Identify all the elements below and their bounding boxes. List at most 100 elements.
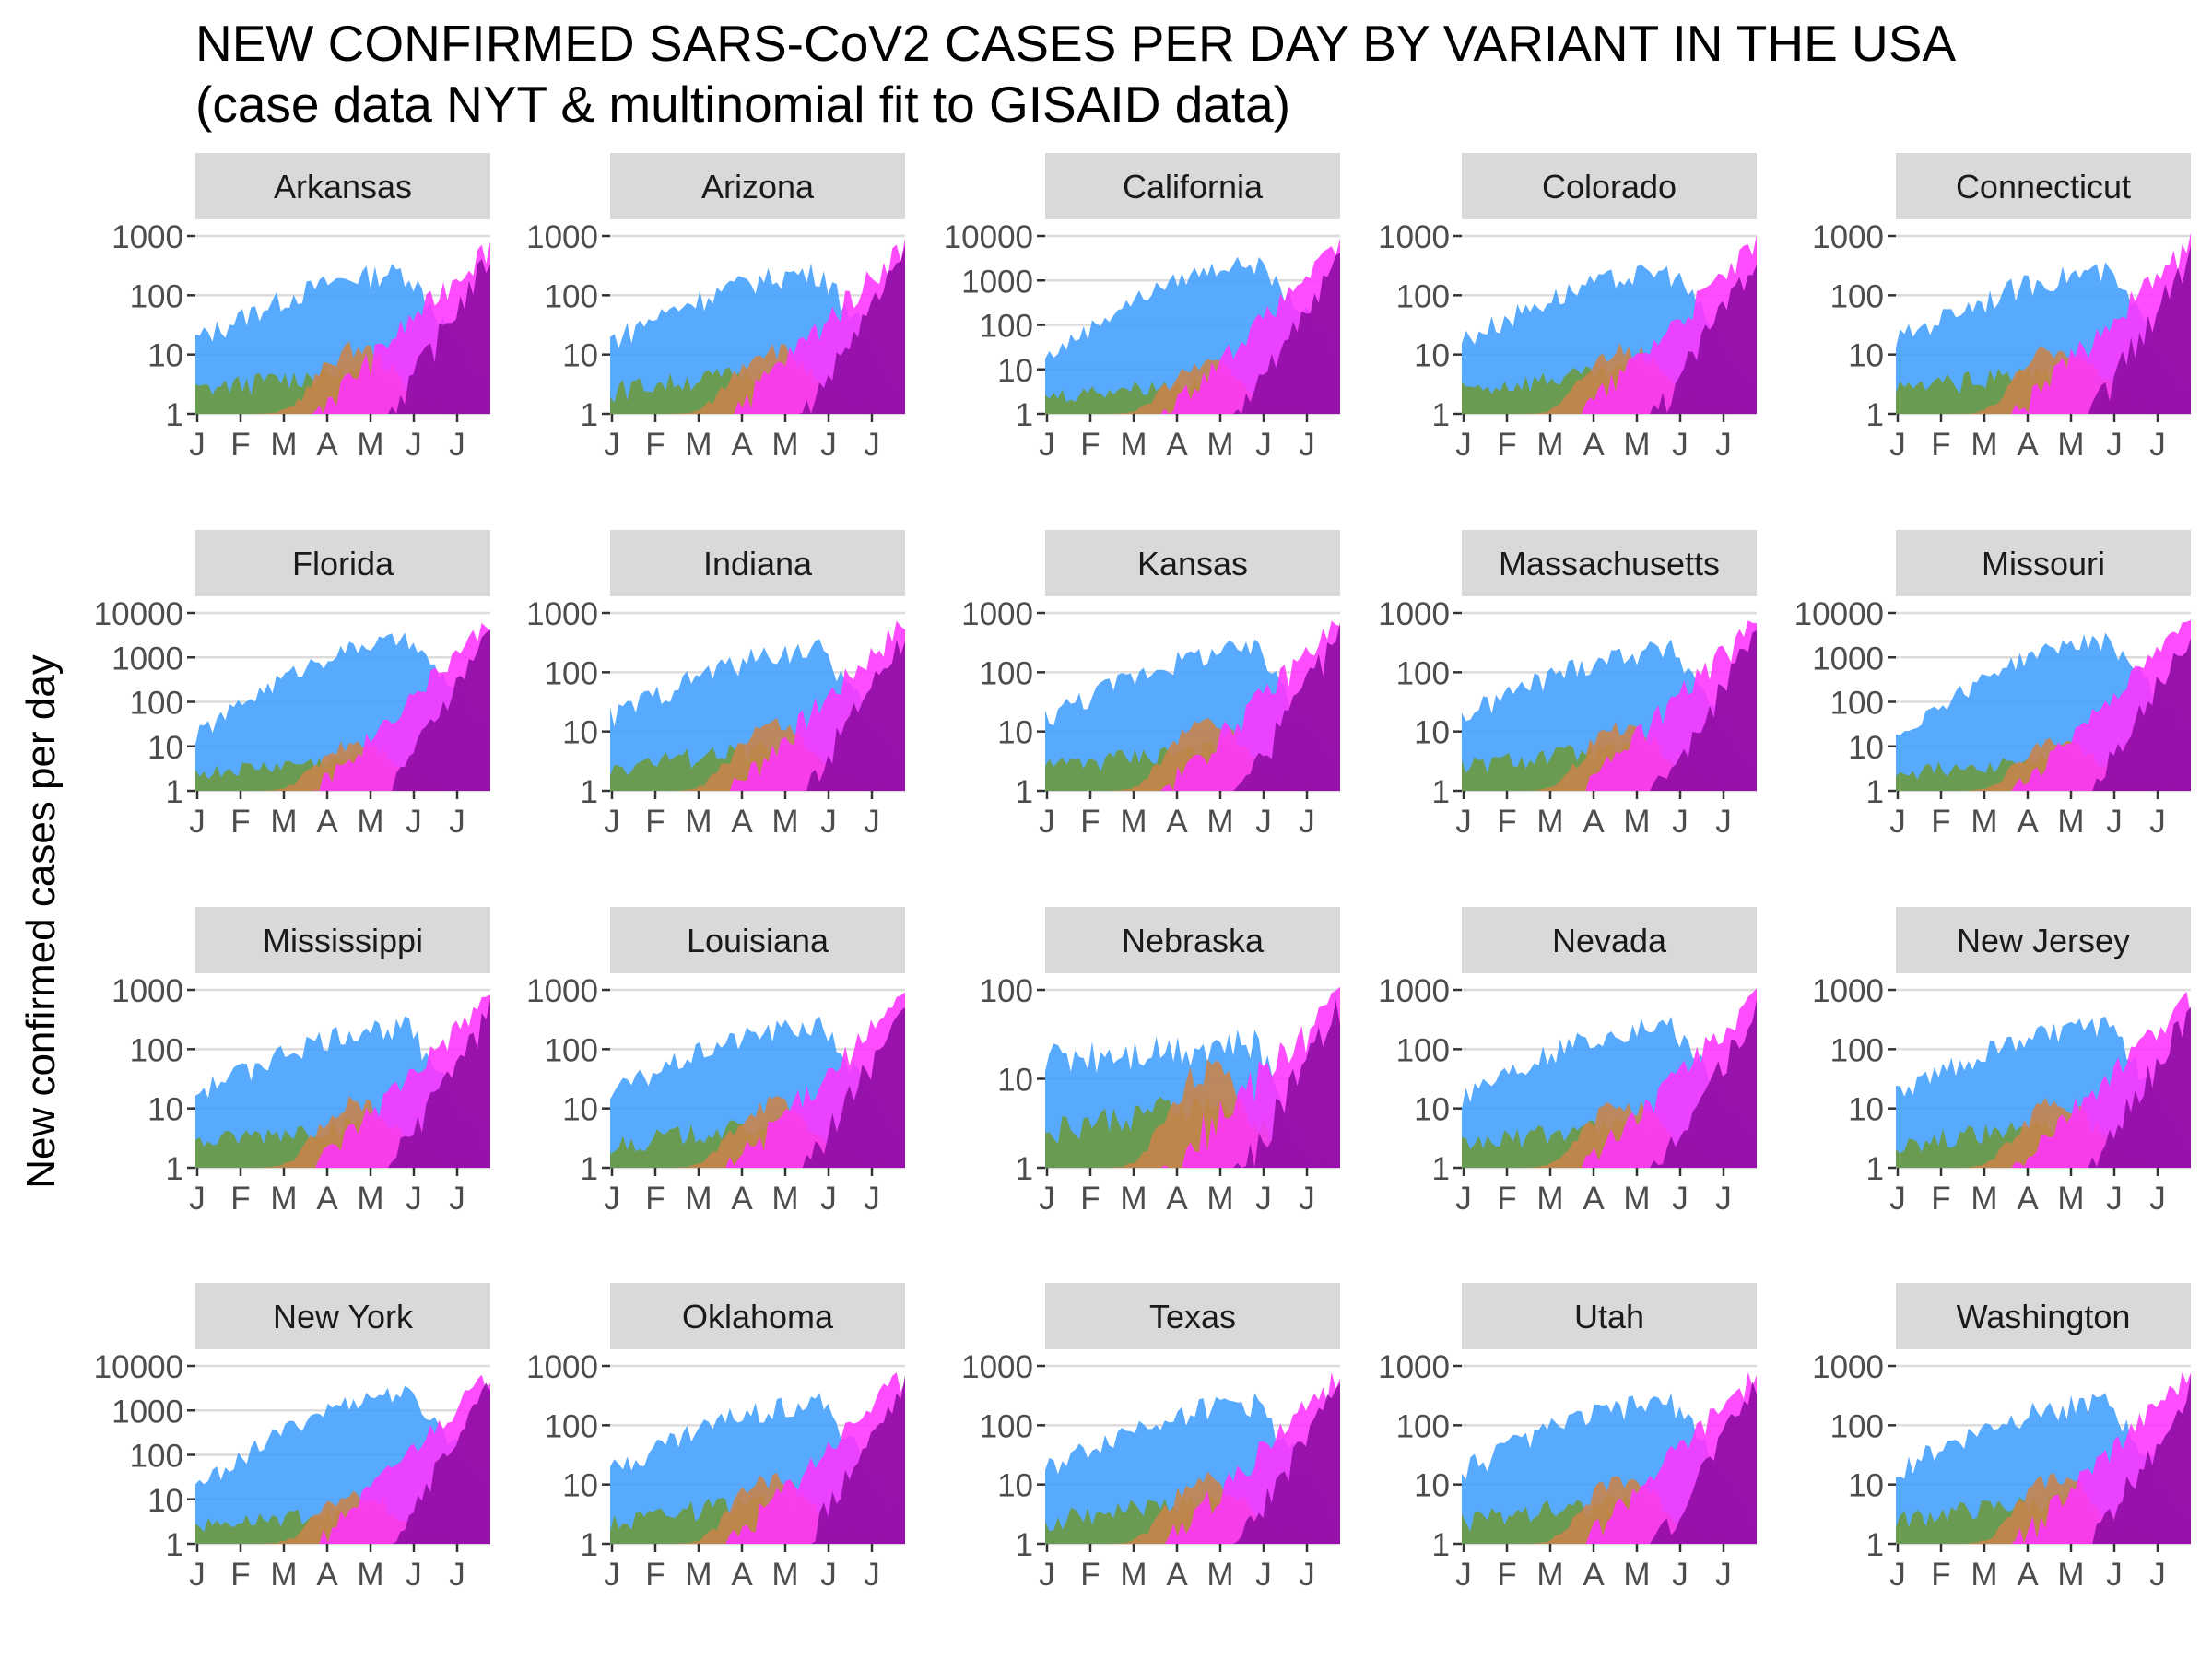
x-tick-label: J <box>1455 427 1472 463</box>
y-tick-label: 100 <box>1830 1032 1884 1068</box>
strip-label: Mississippi <box>263 922 423 959</box>
x-tick-label: J <box>864 427 880 463</box>
x-tick-label: M <box>771 427 798 463</box>
y-tick-label: 1000 <box>526 1349 598 1385</box>
x-tick-label: F <box>1080 1181 1100 1217</box>
y-tick-label: 10 <box>1414 1092 1450 1128</box>
area-orange-variant <box>1045 1471 1340 1544</box>
chart-title: NEW CONFIRMED SARS-CoV2 CASES PER DAY BY… <box>195 15 1957 72</box>
area-purple-variant <box>1462 999 1757 1168</box>
x-tick-label: F <box>645 1557 665 1593</box>
x-tick-label: J <box>820 1181 837 1217</box>
x-tick-label: M <box>1536 804 1563 840</box>
y-tick-label: 100 <box>130 278 183 314</box>
y-tick-label: 10 <box>1414 1468 1450 1504</box>
area-purple-variant <box>1896 245 2191 414</box>
y-tick-label: 10 <box>562 715 598 751</box>
strip-label: Texas <box>1149 1298 1236 1335</box>
x-tick-label: M <box>1536 1181 1563 1217</box>
x-tick-label: M <box>357 1557 383 1593</box>
y-tick-label: 1 <box>166 774 183 810</box>
strip-label: Nebraska <box>1122 922 1265 959</box>
x-tick-label: J <box>449 1181 465 1217</box>
area-purple-variant <box>1896 1375 2191 1544</box>
y-tick-label: 1 <box>1016 1527 1033 1563</box>
x-tick-label: M <box>1120 427 1147 463</box>
x-tick-label: A <box>731 427 753 463</box>
x-tick-label: M <box>771 1181 798 1217</box>
y-tick-label: 1000 <box>1812 641 1884 677</box>
x-tick-label: A <box>316 1557 338 1593</box>
strip-background <box>1896 153 2191 219</box>
area-orange-variant <box>1896 1473 2191 1544</box>
x-tick-label: J <box>406 1557 422 1593</box>
x-tick-label: M <box>685 804 712 840</box>
x-tick-label: F <box>230 1181 250 1217</box>
y-tick-label: 1 <box>1866 397 1884 433</box>
x-tick-label: F <box>1497 427 1516 463</box>
strip-background <box>610 153 905 219</box>
x-tick-label: J <box>406 427 422 463</box>
area-purple-variant <box>195 999 490 1168</box>
x-tick-label: J <box>1715 1557 1732 1593</box>
y-tick-label: 10000 <box>944 219 1033 255</box>
x-tick-label: A <box>316 427 338 463</box>
x-tick-label: J <box>1299 804 1315 840</box>
strip-background <box>1045 907 1340 973</box>
area-purple-variant <box>195 1382 490 1544</box>
y-tick-label: 10 <box>147 1092 183 1128</box>
x-tick-label: F <box>1497 1181 1516 1217</box>
y-tick-label: 10 <box>1848 338 1884 374</box>
strip-background <box>1045 1283 1340 1349</box>
area-magenta-variant <box>1462 620 1757 791</box>
x-tick-label: F <box>1931 804 1950 840</box>
area-purple-variant <box>195 629 490 791</box>
x-tick-label: F <box>645 427 665 463</box>
area-orange-variant <box>1896 346 2191 414</box>
y-tick-label: 100 <box>545 1408 598 1444</box>
y-tick-label: 1000 <box>1812 1349 1884 1385</box>
x-tick-label: J <box>2149 1557 2166 1593</box>
area-magenta-variant <box>1896 1371 2191 1544</box>
area-magenta-variant <box>1462 1371 1757 1544</box>
area-orange-variant <box>1045 1059 1340 1168</box>
strip-label: Arkansas <box>274 168 412 206</box>
area-purple-variant <box>1896 638 2191 791</box>
y-tick-label: 100 <box>130 1032 183 1068</box>
strip-label: Kansas <box>1137 545 1248 582</box>
strip-background <box>1462 153 1757 219</box>
x-tick-label: A <box>316 804 338 840</box>
area-magenta-variant <box>610 239 905 414</box>
x-tick-label: J <box>2149 1181 2166 1217</box>
x-tick-label: J <box>1299 427 1315 463</box>
y-tick-label: 1000 <box>526 973 598 1009</box>
x-tick-label: A <box>1166 804 1188 840</box>
x-tick-label: J <box>1039 1181 1055 1217</box>
y-tick-label: 10 <box>147 338 183 374</box>
y-tick-label: 100 <box>1830 1408 1884 1444</box>
area-orange-variant <box>1462 1476 1757 1544</box>
x-tick-label: J <box>1039 427 1055 463</box>
y-tick-label: 10 <box>1414 715 1450 751</box>
area-purple-variant <box>1896 1006 2191 1168</box>
area-orange-variant <box>610 1472 905 1544</box>
x-tick-label: J <box>1672 804 1688 840</box>
area-purple-variant <box>1462 1382 1757 1544</box>
x-tick-label: J <box>864 1557 880 1593</box>
strip-background <box>1896 907 2191 973</box>
x-tick-label: J <box>189 804 206 840</box>
strip-background <box>1896 530 2191 596</box>
strip-label: New Jersey <box>1957 922 2130 959</box>
y-tick-label: 1000 <box>961 264 1033 300</box>
y-tick-label: 1 <box>1432 774 1450 810</box>
